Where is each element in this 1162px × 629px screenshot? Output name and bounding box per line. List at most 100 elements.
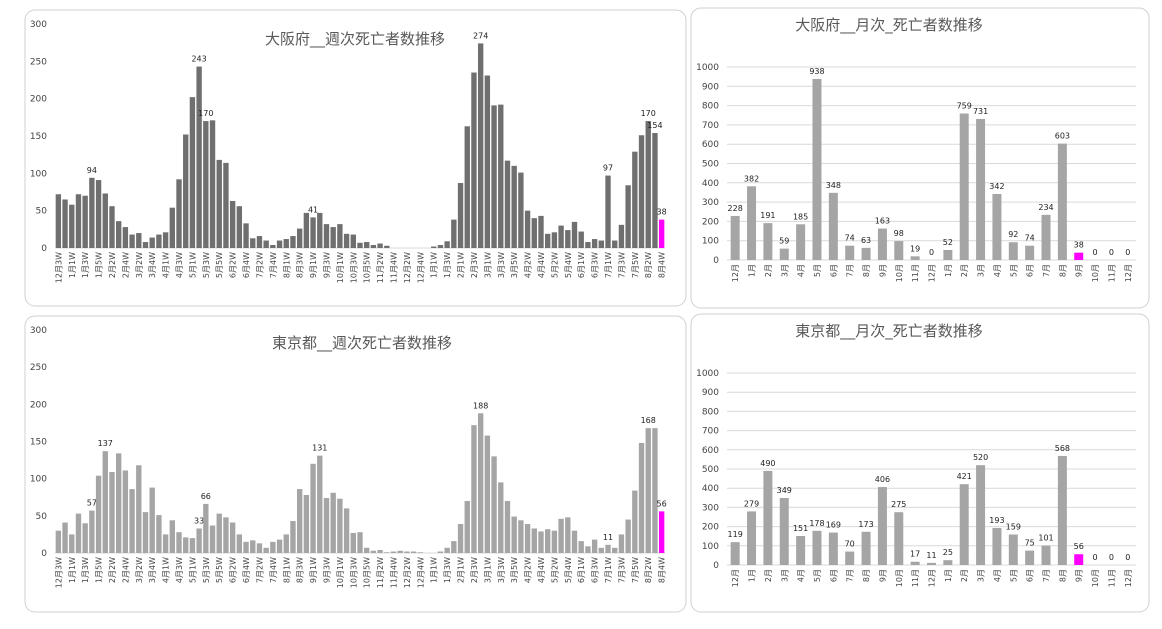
x-tick-label: 10月 <box>895 264 904 282</box>
value-label: 382 <box>744 174 759 183</box>
value-label: 0 <box>1125 248 1130 257</box>
value-label: 25 <box>943 548 953 557</box>
x-tick-label: 6月4W <box>242 252 251 278</box>
bar <box>384 552 390 553</box>
bar <box>203 503 209 553</box>
x-tick-label: 1月1W <box>430 252 439 278</box>
x-tick-label: 4月2W <box>524 252 533 278</box>
bar <box>276 240 283 248</box>
bar <box>330 492 336 553</box>
bar <box>796 224 806 260</box>
bar <box>959 113 969 260</box>
bar <box>364 242 370 248</box>
y-tick-label: 700 <box>702 121 719 131</box>
bar <box>209 525 216 553</box>
x-tick-label: 10月 <box>1091 569 1100 587</box>
x-tick-label: 4月 <box>797 264 806 277</box>
value-label: 57 <box>87 499 97 508</box>
x-tick-label: 7月2W <box>255 252 264 278</box>
x-tick-label: 3月 <box>780 569 789 582</box>
x-tick-label: 3月5W <box>510 557 519 583</box>
bar <box>943 249 953 260</box>
bar <box>652 133 658 248</box>
bar <box>431 246 437 248</box>
y-tick-label: 200 <box>30 95 47 105</box>
bar <box>551 232 558 248</box>
bar <box>558 518 564 553</box>
x-tick-label: 3月5W <box>510 252 519 278</box>
x-tick-label: 3月 <box>977 569 986 582</box>
bar <box>410 551 417 553</box>
bar <box>877 228 887 260</box>
bar <box>518 172 524 248</box>
bar <box>828 192 838 260</box>
bar <box>976 118 986 261</box>
value-label: 193 <box>989 516 1004 525</box>
x-tick-label: 11月 <box>1107 569 1116 587</box>
bar <box>183 134 189 248</box>
bar <box>337 498 343 553</box>
value-label: 159 <box>1006 522 1021 531</box>
value-label: 98 <box>894 229 904 238</box>
bar <box>323 224 330 248</box>
bar <box>730 542 740 565</box>
x-tick-label: 2月2W <box>108 252 117 278</box>
bar <box>109 206 115 248</box>
value-label: 19 <box>910 244 920 253</box>
bar <box>625 519 631 553</box>
x-tick-label: 5月2W <box>550 557 559 583</box>
x-tick-label: 3月1W <box>483 557 492 583</box>
bar <box>243 223 249 248</box>
bar <box>75 513 82 553</box>
x-tick-label: 6月4W <box>242 557 251 583</box>
chart-title: 東京都__月次_死亡者数推移 <box>795 322 983 341</box>
bar <box>992 193 1002 260</box>
bar <box>129 234 135 248</box>
value-label: 52 <box>943 238 953 247</box>
x-tick-label: 8月2W <box>644 252 653 278</box>
value-label: 17 <box>910 550 920 559</box>
value-label: 243 <box>191 55 206 64</box>
x-tick-label: 7月4W <box>269 252 278 278</box>
bar <box>531 218 537 248</box>
x-tick-label: 9月3W <box>322 557 331 583</box>
x-tick-label: 1月 <box>748 264 757 277</box>
bar <box>296 489 303 553</box>
panel <box>690 7 1150 309</box>
bar <box>524 210 531 248</box>
x-tick-label: 7月 <box>846 264 855 277</box>
x-tick-label: 2月 <box>960 264 969 277</box>
x-tick-label: 4月3W <box>175 557 184 583</box>
bar <box>618 534 625 553</box>
x-tick-label: 8月 <box>862 264 871 277</box>
x-tick-label: 7月 <box>846 569 855 582</box>
bar <box>102 193 108 248</box>
bar <box>189 538 196 553</box>
bar <box>343 508 350 553</box>
x-tick-label: 4月 <box>993 569 1002 582</box>
bar <box>763 470 773 565</box>
bar <box>189 97 196 248</box>
bar <box>652 428 658 553</box>
y-tick-label: 0 <box>41 244 47 254</box>
x-tick-label: 1月 <box>944 569 953 582</box>
x-tick-label: 12月4W <box>416 252 425 283</box>
x-tick-label: 3月4W <box>148 557 157 583</box>
value-label: 274 <box>473 31 488 40</box>
bar <box>943 560 953 565</box>
bar <box>565 230 571 248</box>
value-label: 74 <box>845 234 855 243</box>
bar <box>605 544 611 553</box>
x-tick-label: 12月 <box>1124 569 1133 587</box>
value-label: 33 <box>194 516 204 525</box>
x-tick-label: 4月 <box>797 569 806 582</box>
x-tick-label: 2月2W <box>108 557 117 583</box>
x-tick-label: 6月 <box>1026 264 1035 277</box>
y-tick-label: 200 <box>702 217 719 227</box>
bar <box>183 537 189 553</box>
bar <box>578 541 584 553</box>
value-label: 185 <box>793 212 808 221</box>
bar <box>330 227 336 248</box>
y-tick-label: 100 <box>30 169 47 179</box>
bar <box>149 237 155 248</box>
